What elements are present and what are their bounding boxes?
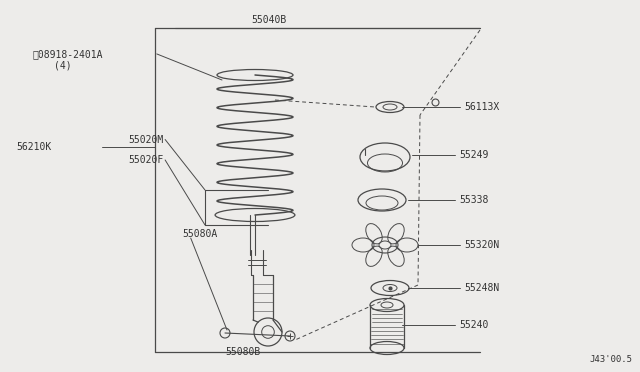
Text: 55080A: 55080A (182, 230, 218, 239)
Text: 55249: 55249 (459, 150, 488, 160)
Text: 55320N: 55320N (464, 240, 499, 250)
Text: ⓝ08918-2401A: ⓝ08918-2401A (32, 49, 102, 59)
Text: 56113X: 56113X (464, 102, 499, 112)
Text: 55248N: 55248N (464, 283, 499, 293)
Text: 55040B: 55040B (251, 16, 287, 25)
Text: 56210K: 56210K (16, 142, 51, 152)
Text: (4): (4) (54, 60, 72, 70)
Text: J43'00.5: J43'00.5 (589, 355, 632, 364)
Text: 55020M: 55020M (128, 135, 163, 144)
Text: 55240: 55240 (459, 320, 488, 330)
Text: 55020F: 55020F (128, 155, 163, 165)
Text: 55080B: 55080B (225, 347, 261, 356)
Text: 55338: 55338 (459, 195, 488, 205)
